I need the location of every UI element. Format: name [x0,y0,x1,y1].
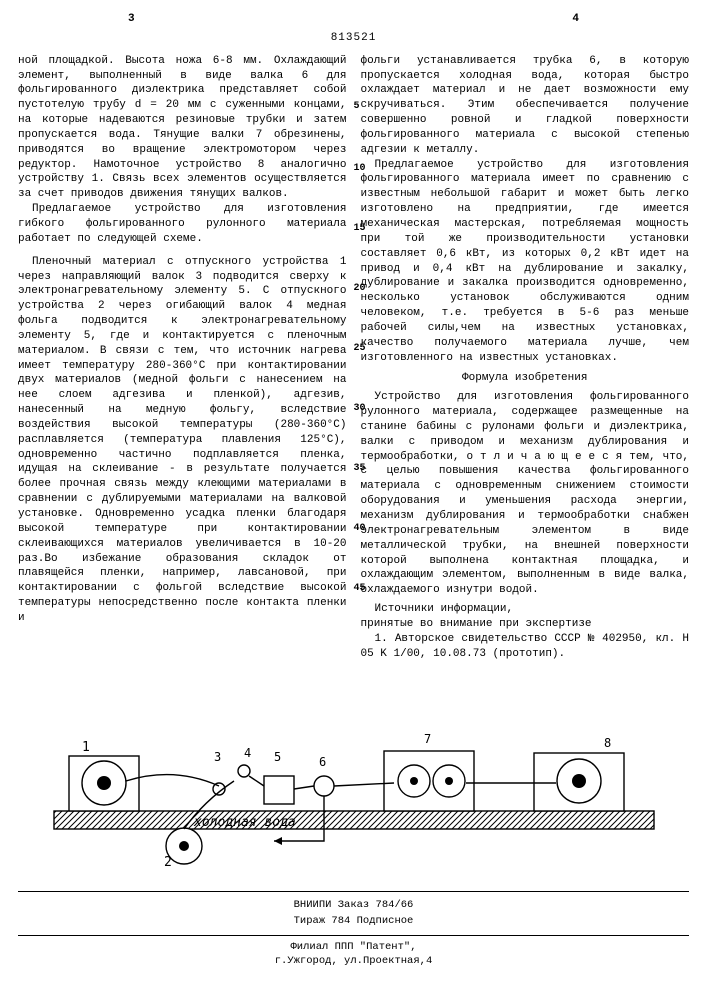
svg-text:7: 7 [424,732,431,746]
sources-subtitle: принятые во внимание при экспертизе [361,617,690,632]
text-columns: 5 10 15 20 25 30 35 40 45 ной площадкой.… [18,54,689,662]
right-column: фольги устанавливается трубка 6, в котор… [361,54,690,662]
header-row: 3 4 [18,12,689,27]
svg-text:5: 5 [274,750,281,764]
footer-imprint: ВНИИПИ Заказ 784/66 Тираж 784 Подписное [18,891,689,928]
left-column: ной площадкой. Высота ножа 6-8 мм. Охлаж… [18,54,347,662]
line-marker: 45 [354,582,366,596]
document-number: 813521 [18,31,689,46]
svg-text:8: 8 [604,736,611,750]
line-marker: 10 [354,162,366,176]
line-marker: 20 [354,282,366,296]
footer-line: ВНИИПИ Заказ 784/66 [18,898,689,912]
line-marker: 30 [354,402,366,416]
paragraph: Пленочный материал с отпускного устройст… [18,255,347,626]
footer-line: г.Ужгород, ул.Проектная,4 [18,954,689,968]
device-figure: 1 2 3 4 5 6 7 8 [34,671,674,877]
sources-title: Источники информации, [361,602,690,617]
formula-title: Формула изобретения [361,371,690,386]
svg-text:3: 3 [214,750,221,764]
device-diagram-svg: 1 2 3 4 5 6 7 8 [34,671,674,871]
paragraph: 1. Авторское свидетельство СССР № 402950… [361,632,690,662]
footer-branch: Филиал ППП "Патент", г.Ужгород, ул.Проек… [18,935,689,968]
line-marker: 35 [354,462,366,476]
line-marker: 40 [354,522,366,536]
line-marker: 25 [354,342,366,356]
footer-line: Филиал ППП "Патент", [18,940,689,954]
paragraph: ной площадкой. Высота ножа 6-8 мм. Охлаж… [18,54,347,202]
paragraph: Устройство для изготовления фольгированн… [361,390,690,598]
svg-text:4: 4 [244,746,251,760]
footer-line: Тираж 784 Подписное [18,914,689,928]
svg-text:2: 2 [164,855,172,870]
page: 3 4 813521 5 10 15 20 25 30 35 40 45 ной… [0,0,707,980]
paragraph: Предлагаемое устройство для изготовления… [361,158,690,366]
paragraph: фольги устанавливается трубка 6, в котор… [361,54,690,158]
line-marker: 5 [354,100,360,114]
paragraph: Предлагаемое устройство для изготовления… [18,202,347,247]
line-marker: 15 [354,222,366,236]
page-number-right: 4 [572,12,579,27]
svg-text:6: 6 [319,755,326,769]
page-number-left: 3 [128,12,135,27]
figure-caption: холодная вода [193,815,296,830]
svg-text:1: 1 [82,740,90,755]
